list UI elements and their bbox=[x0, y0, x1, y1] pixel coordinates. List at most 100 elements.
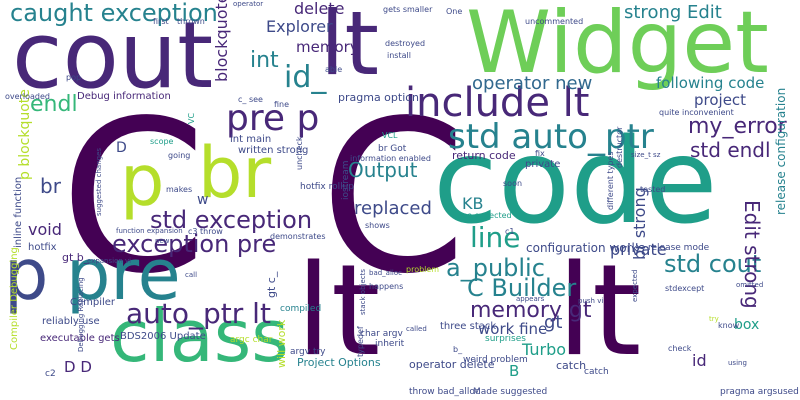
word: p bbox=[120, 140, 165, 222]
word: std cout bbox=[664, 250, 762, 278]
word: int main bbox=[230, 134, 272, 145]
word: private bbox=[610, 240, 667, 259]
word: gt bbox=[544, 312, 563, 333]
word: executable gets bbox=[40, 333, 120, 344]
word: br bbox=[40, 174, 61, 198]
word: written strong bbox=[238, 145, 309, 156]
word: three stack bbox=[440, 321, 497, 332]
word: pragma option bbox=[338, 91, 419, 104]
word: destructor bbox=[615, 126, 624, 168]
word: a_public bbox=[446, 254, 545, 282]
word: operator bbox=[233, 0, 264, 8]
word: configuration works bbox=[526, 241, 645, 255]
word: see expected bbox=[458, 211, 512, 220]
word: iostream bbox=[341, 160, 351, 200]
word: release mode bbox=[648, 243, 710, 253]
word: line bbox=[470, 221, 521, 254]
word: Edit strong bbox=[740, 200, 764, 309]
word: B bbox=[509, 362, 520, 380]
word: gets smaller bbox=[383, 5, 433, 14]
word: scope bbox=[150, 137, 174, 146]
word: gt c_ bbox=[265, 271, 278, 298]
word: pre bbox=[66, 234, 181, 316]
word: C bbox=[60, 75, 207, 320]
word: surprises bbox=[485, 334, 526, 344]
word: my_error bbox=[688, 114, 787, 139]
word: fine bbox=[274, 100, 290, 109]
word: Turbo bbox=[522, 340, 567, 359]
word: using bbox=[728, 359, 747, 367]
word: makes bbox=[166, 185, 193, 194]
word: KB bbox=[462, 194, 484, 213]
word: lt bbox=[320, 0, 379, 95]
word: auto_ptr lt bbox=[126, 297, 271, 330]
word: One bbox=[446, 7, 463, 16]
word: Debug information bbox=[77, 91, 171, 102]
word: suggested changes bbox=[95, 147, 103, 216]
word: private bbox=[525, 159, 561, 170]
word: thrown bbox=[177, 17, 205, 26]
word: VCL bbox=[382, 131, 398, 140]
word: memory gt bbox=[470, 298, 592, 323]
word: pre p bbox=[226, 98, 320, 139]
word: c_ see bbox=[238, 95, 263, 104]
word: D D bbox=[64, 358, 92, 376]
word: br bbox=[198, 132, 272, 214]
word: pop bbox=[66, 73, 82, 82]
word: weird problem bbox=[463, 355, 528, 365]
word: able bbox=[325, 65, 343, 74]
word: information enabled bbox=[350, 154, 431, 163]
word: reliably use bbox=[42, 316, 100, 327]
word: first bbox=[153, 17, 169, 26]
word: class bbox=[110, 294, 289, 378]
word: exception pre bbox=[112, 230, 277, 258]
word: id_ bbox=[284, 60, 327, 95]
word: size_t sz bbox=[631, 151, 661, 159]
word: omitted bbox=[736, 281, 764, 289]
word: cout bbox=[12, 2, 214, 109]
word: Debugging Replacing bbox=[77, 277, 85, 352]
word: catch bbox=[584, 367, 609, 377]
word: c2 bbox=[45, 369, 56, 379]
word: Output bbox=[348, 158, 418, 182]
word: soon bbox=[503, 179, 523, 188]
word: will work bbox=[275, 319, 288, 368]
word: code bbox=[433, 112, 718, 250]
word: p bbox=[4, 234, 49, 316]
word: Widget bbox=[466, 0, 769, 93]
word: inherit bbox=[375, 339, 405, 349]
word: bad_alloc bbox=[369, 269, 402, 277]
word: VC bbox=[187, 112, 196, 124]
word: throw bad_alloc bbox=[409, 387, 480, 397]
word: call bbox=[185, 271, 198, 279]
word: hotfix bbox=[28, 242, 57, 253]
word: problem bbox=[406, 265, 440, 274]
word: char argv bbox=[360, 329, 403, 339]
word: delete bbox=[294, 0, 345, 18]
word: void bbox=[28, 220, 62, 239]
word: std endl bbox=[690, 138, 771, 162]
word: id bbox=[692, 351, 707, 370]
word: appears bbox=[516, 295, 545, 303]
word: operator delete bbox=[409, 358, 495, 371]
word: w bbox=[197, 192, 209, 208]
word: include lt bbox=[405, 80, 590, 126]
word: work fine bbox=[478, 320, 548, 338]
word: expansion vi bbox=[87, 257, 132, 265]
word: new bbox=[155, 237, 170, 245]
word: argv try bbox=[290, 347, 326, 357]
word: demonstrates bbox=[270, 232, 326, 241]
word: stack objects bbox=[359, 268, 367, 315]
word: function expansion bbox=[116, 227, 183, 235]
word: fix bbox=[535, 149, 545, 158]
word: catch bbox=[556, 359, 587, 372]
word: hotfix rollup bbox=[300, 182, 355, 192]
word: overloaded bbox=[5, 92, 50, 101]
word: c3 throw bbox=[188, 227, 223, 236]
word: check bbox=[668, 344, 692, 353]
word: argc char bbox=[230, 335, 273, 345]
word: std auto_ptr bbox=[448, 117, 654, 157]
word: strong Edit bbox=[624, 2, 722, 23]
word: push vi bbox=[578, 297, 604, 305]
word: C Builder bbox=[467, 274, 577, 302]
